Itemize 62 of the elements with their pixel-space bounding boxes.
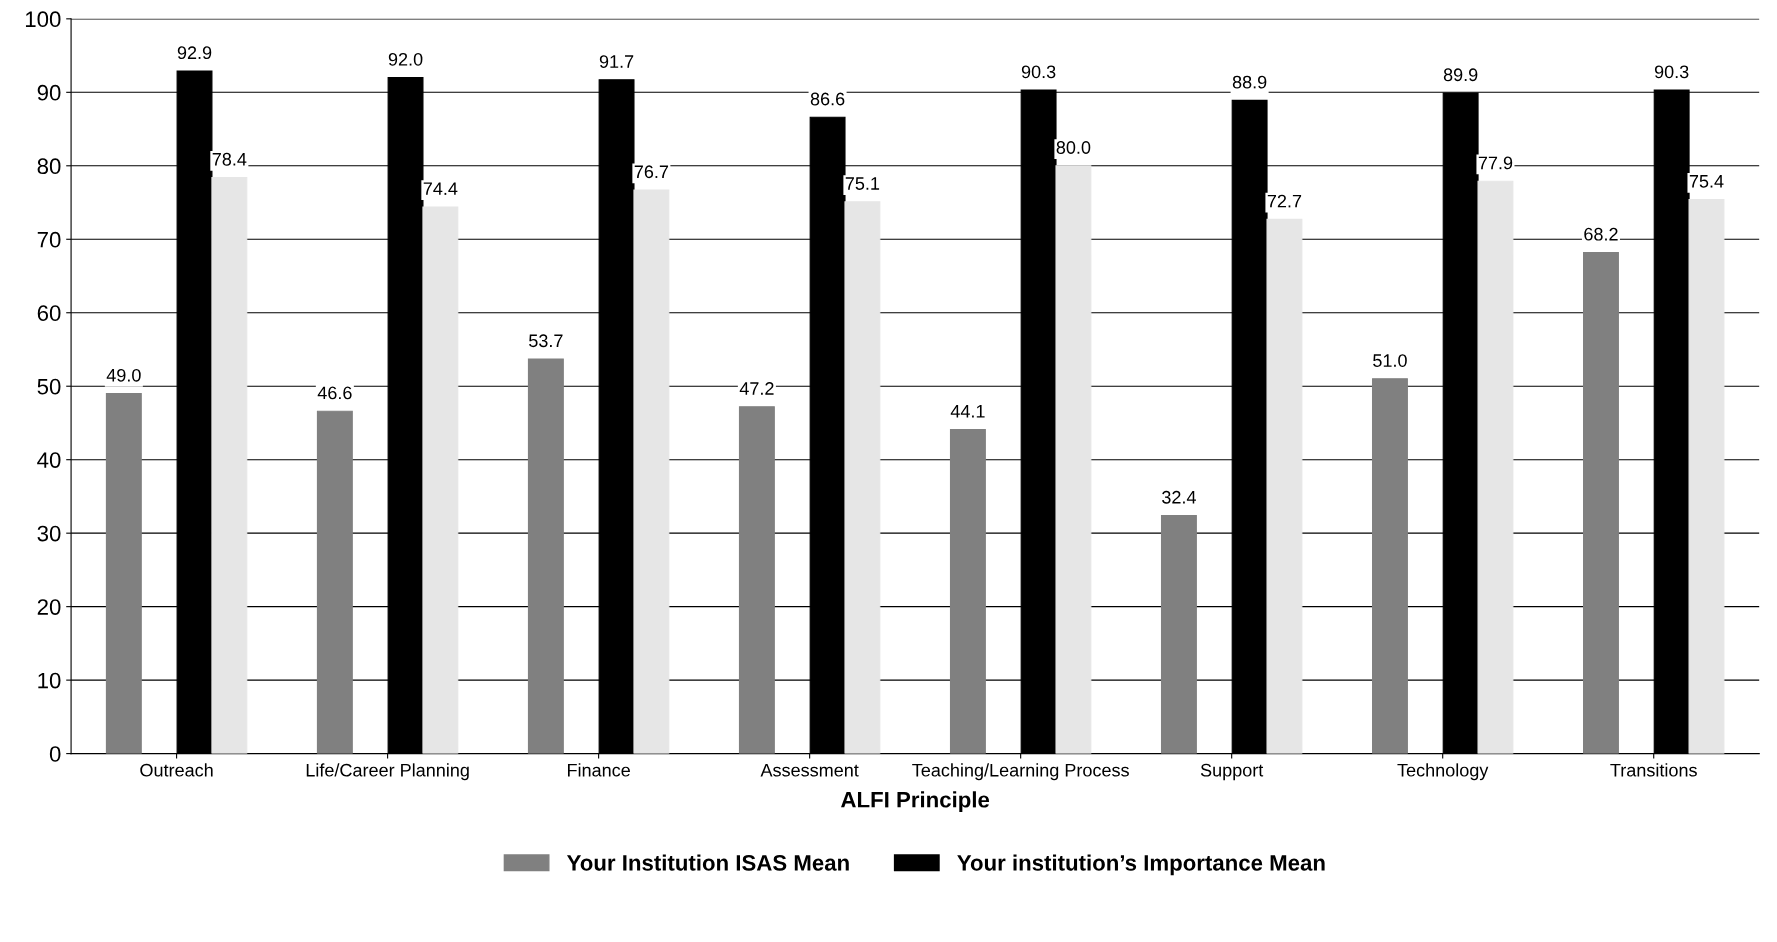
data-label: 51.0 xyxy=(1373,354,1407,367)
data-label: 91.7 xyxy=(599,55,634,68)
bar xyxy=(1688,199,1725,754)
data-label: 49.0 xyxy=(106,368,141,382)
data-label: 92.9 xyxy=(177,46,212,60)
bar xyxy=(316,410,353,754)
data-label: 47.2 xyxy=(739,382,774,395)
data-label: 92.0 xyxy=(388,52,423,66)
y-tick-label: 10 xyxy=(38,672,61,689)
legend-label: Your Institution ISAS Mean xyxy=(566,854,849,871)
data-label: 72.7 xyxy=(1267,194,1302,208)
y-tick-label: 80 xyxy=(37,158,61,175)
data-label: 90.3 xyxy=(1021,65,1056,79)
data-label: 53.7 xyxy=(529,334,563,348)
x-tick-label: Support xyxy=(1200,763,1264,781)
bar xyxy=(1055,165,1092,754)
bar xyxy=(738,406,775,754)
y-tick-label: 70 xyxy=(37,231,61,248)
y-tick-label: 30 xyxy=(37,525,61,542)
data-label: 32.4 xyxy=(1162,490,1196,504)
x-axis-title: ALFI Principle xyxy=(841,791,990,812)
data-label: 88.9 xyxy=(1232,75,1267,89)
data-label: 89.9 xyxy=(1443,68,1478,82)
bar xyxy=(1160,514,1197,754)
data-label: 90.3 xyxy=(1654,65,1689,79)
data-label: 86.6 xyxy=(810,92,845,106)
legend-label: Your institution’s Importance Mean xyxy=(957,854,1325,876)
y-tick-label: 40 xyxy=(37,452,61,468)
bar xyxy=(211,176,248,754)
y-tick-label: 90 xyxy=(37,84,61,101)
bar xyxy=(1583,251,1619,754)
bar xyxy=(1266,218,1303,754)
data-label: 75.4 xyxy=(1689,175,1724,188)
data-label: 46.6 xyxy=(317,386,352,400)
bar xyxy=(1371,378,1408,754)
bar xyxy=(633,189,670,754)
y-tick-label: 0 xyxy=(49,746,61,762)
bar xyxy=(844,201,881,754)
bar xyxy=(105,393,142,754)
y-tick-label: 100 xyxy=(25,11,61,28)
data-label: 78.4 xyxy=(212,152,247,166)
data-label: 74.4 xyxy=(423,182,458,195)
bar xyxy=(527,358,564,754)
data-label: 68.2 xyxy=(1584,227,1618,241)
y-tick-label: 20 xyxy=(37,599,61,615)
data-label: 44.1 xyxy=(950,405,985,418)
bar xyxy=(949,429,986,754)
x-tick-label: Technology xyxy=(1397,763,1489,781)
data-label: 76.7 xyxy=(634,165,669,179)
x-tick-label: Teaching/Learning Process xyxy=(912,763,1129,781)
bar xyxy=(1477,180,1514,754)
x-tick-label: Outreach xyxy=(140,763,213,777)
data-label: 80.0 xyxy=(1056,141,1091,154)
data-label: 75.1 xyxy=(845,177,880,190)
data-label: 77.9 xyxy=(1478,156,1513,170)
y-tick-label: 60 xyxy=(37,305,61,322)
y-tick-label: 50 xyxy=(37,378,61,395)
x-tick-label: Assessment xyxy=(760,763,859,777)
x-tick-label: Finance xyxy=(567,763,630,777)
x-tick-label: Life/Career Planning xyxy=(306,763,469,781)
x-tick-label: Transitions xyxy=(1610,763,1697,777)
bar xyxy=(422,206,459,754)
